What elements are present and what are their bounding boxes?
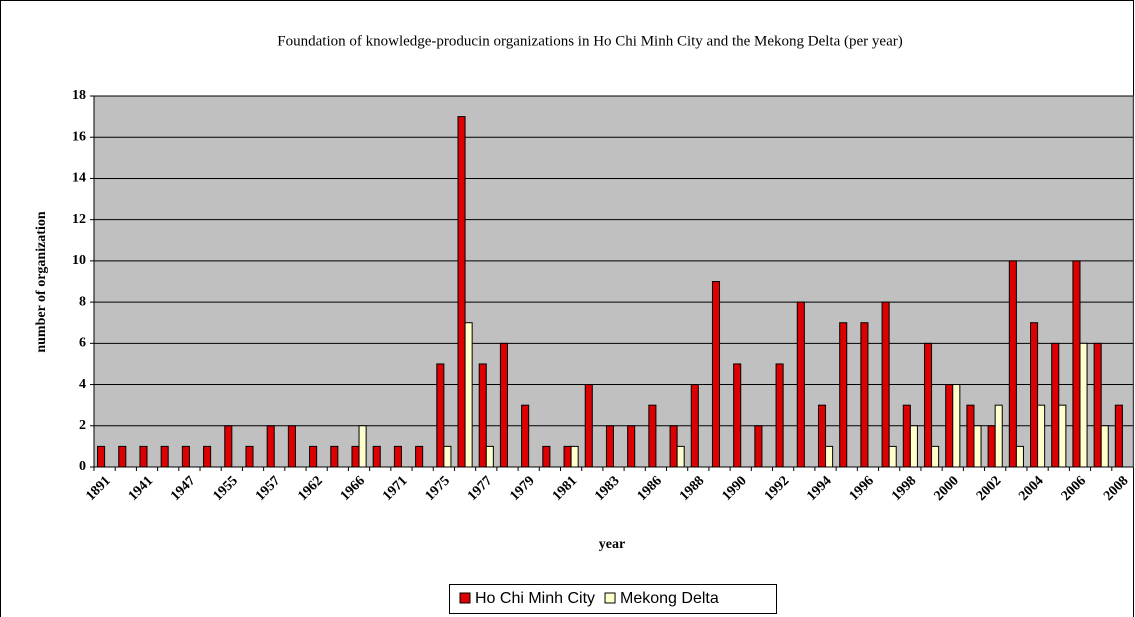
bar	[605, 425, 614, 468]
bar	[464, 322, 473, 468]
bar	[711, 281, 721, 468]
bar	[266, 425, 275, 468]
bar	[627, 425, 636, 468]
bar	[1079, 342, 1088, 468]
bar	[676, 445, 685, 468]
bar	[839, 322, 848, 468]
bar	[118, 445, 127, 468]
y-axis-label: number of organization	[34, 211, 49, 353]
bar	[372, 445, 381, 468]
bar	[1015, 445, 1024, 468]
bar	[1051, 342, 1060, 468]
bar	[923, 342, 933, 468]
bar	[584, 384, 593, 468]
y-tick-label: 6	[79, 336, 86, 351]
bar	[570, 445, 579, 468]
bar	[909, 425, 918, 468]
bar	[1100, 425, 1109, 468]
bar	[351, 445, 360, 468]
bar	[358, 425, 367, 468]
bar	[1114, 404, 1123, 468]
y-tick-label: 18	[72, 88, 86, 103]
bar	[817, 404, 827, 468]
bar	[902, 404, 911, 468]
y-tick-label: 2	[79, 418, 86, 433]
bar	[330, 445, 339, 468]
bar	[881, 301, 890, 468]
bar	[754, 425, 763, 468]
bar	[1072, 260, 1081, 468]
bar	[521, 404, 530, 468]
x-axis-label: year	[599, 537, 625, 552]
bar	[457, 116, 466, 468]
y-tick-label: 4	[79, 377, 86, 392]
bar	[966, 404, 975, 468]
bar	[139, 445, 148, 468]
bar	[1058, 404, 1067, 468]
bar	[733, 363, 742, 468]
y-tick-label: 12	[72, 212, 86, 227]
bar	[994, 404, 1003, 468]
bar	[690, 384, 699, 468]
chart-title: Foundation of knowledge-producin organiz…	[277, 33, 902, 49]
bar	[563, 445, 572, 468]
bar	[1030, 322, 1039, 468]
bar	[648, 404, 657, 468]
bar	[952, 384, 961, 468]
bar	[987, 425, 996, 468]
bar	[443, 445, 452, 468]
legend-label: Ho Chi Minh City	[475, 590, 595, 607]
y-tick-label: 0	[79, 459, 86, 474]
bar	[393, 445, 402, 468]
bar	[478, 363, 487, 468]
bar	[1093, 342, 1102, 468]
plot-area	[93, 95, 1134, 468]
y-tick-label: 16	[72, 129, 86, 144]
bar	[160, 445, 169, 468]
bar	[669, 425, 678, 468]
legend-label: Mekong Delta	[620, 590, 719, 607]
bar	[931, 445, 940, 468]
bar	[888, 445, 897, 468]
bar	[1037, 404, 1046, 468]
y-tick-label: 10	[72, 253, 86, 268]
bar	[1008, 260, 1017, 468]
bar	[224, 425, 233, 468]
bar	[181, 445, 190, 468]
bar	[860, 322, 869, 468]
bar	[499, 342, 508, 468]
bar	[485, 445, 494, 468]
y-tick-label: 8	[79, 294, 86, 309]
bar	[775, 363, 784, 468]
bar	[973, 425, 982, 468]
bar	[945, 384, 954, 468]
bar	[97, 445, 106, 468]
bar	[436, 363, 445, 468]
bar	[825, 445, 834, 468]
y-tick-label: 14	[72, 171, 86, 186]
legend-swatch	[459, 592, 471, 604]
bar	[415, 445, 424, 468]
bar	[203, 445, 212, 468]
bar	[542, 445, 551, 468]
bar	[287, 425, 296, 468]
bar	[309, 445, 318, 468]
bar	[245, 445, 254, 468]
bar	[796, 301, 805, 468]
legend-swatch	[604, 592, 616, 604]
